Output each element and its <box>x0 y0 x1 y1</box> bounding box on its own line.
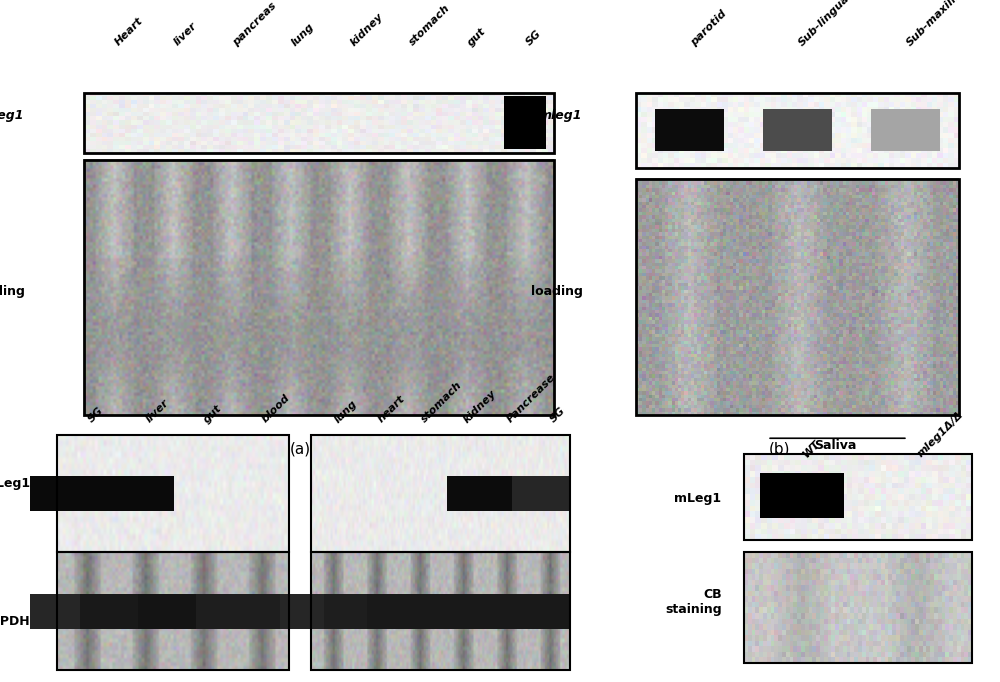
Text: gut: gut <box>202 402 224 425</box>
Text: Sub-maxillary: Sub-maxillary <box>905 0 973 48</box>
Text: heart: heart <box>376 394 407 425</box>
Text: SG: SG <box>524 29 544 48</box>
Text: kidney: kidney <box>348 11 385 48</box>
Text: Pancrease: Pancrease <box>505 372 558 425</box>
Text: parotid: parotid <box>689 8 729 48</box>
Text: loading: loading <box>0 285 25 298</box>
Bar <box>744 454 972 540</box>
Text: stomach: stomach <box>419 380 464 425</box>
Text: SG: SG <box>548 406 568 425</box>
Text: lung: lung <box>332 398 359 425</box>
Bar <box>57 434 289 552</box>
Text: mleg1Δ/Δ: mleg1Δ/Δ <box>915 409 965 459</box>
Text: lung: lung <box>290 21 316 48</box>
Bar <box>84 160 554 415</box>
Text: mleg1: mleg1 <box>539 108 582 122</box>
Text: mleg1: mleg1 <box>0 108 25 122</box>
Text: (a): (a) <box>289 442 311 456</box>
Bar <box>57 552 289 670</box>
Text: GAPDH: GAPDH <box>0 614 30 627</box>
Text: mLeg1: mLeg1 <box>0 477 30 490</box>
Text: CB
staining: CB staining <box>665 587 722 616</box>
Bar <box>636 179 959 415</box>
Bar <box>744 552 972 663</box>
Text: mLeg1: mLeg1 <box>674 492 722 505</box>
Bar <box>84 93 554 153</box>
Text: gut: gut <box>466 26 488 48</box>
Text: SG: SG <box>86 406 105 425</box>
Text: pancreas: pancreas <box>231 0 278 48</box>
Bar <box>311 552 570 670</box>
Text: WT: WT <box>801 438 823 459</box>
Text: liver: liver <box>144 398 171 425</box>
Text: Sub-lingual: Sub-lingual <box>797 0 855 48</box>
Bar <box>636 93 959 168</box>
Text: Saliva: Saliva <box>814 439 857 452</box>
Text: blood: blood <box>260 393 292 425</box>
Text: (b): (b) <box>769 442 791 456</box>
Text: kidney: kidney <box>462 388 499 425</box>
Text: loading: loading <box>531 285 582 298</box>
Bar <box>311 434 570 552</box>
Text: Heart: Heart <box>113 16 145 48</box>
Text: stomach: stomach <box>407 3 452 48</box>
Text: liver: liver <box>172 21 199 48</box>
